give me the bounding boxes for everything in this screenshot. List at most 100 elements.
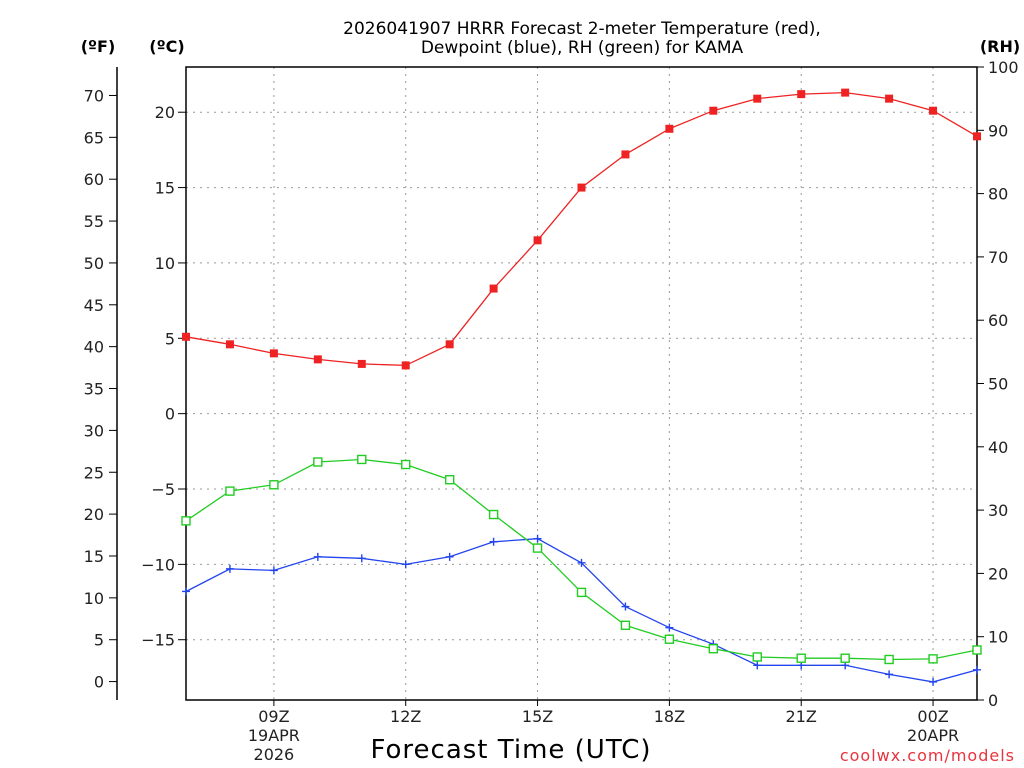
rh-tick-label: 80 (988, 185, 1008, 204)
fahrenheit-tick-label: 35 (84, 380, 104, 399)
celsius-tick-label: −5 (151, 480, 175, 499)
2-meter-temperature-point (621, 150, 630, 159)
dewpoint-point (401, 560, 410, 569)
fahrenheit-tick-label: 55 (84, 212, 104, 231)
dewpoint-point (225, 564, 234, 573)
grid-lines (186, 67, 977, 700)
rh-tick-label: 0 (988, 691, 998, 710)
fahrenheit-tick-label: 25 (84, 463, 104, 482)
celsius-tick-label: −10 (141, 555, 175, 574)
rh-point (532, 543, 543, 553)
x-axis-label: Forecast Time (UTC) (370, 735, 651, 765)
rh-point (928, 654, 938, 664)
fahrenheit-tick-label: 45 (84, 296, 104, 315)
time-tick-label: 20APR (907, 726, 959, 745)
fahrenheit-tick-label: 65 (84, 128, 104, 147)
series-group (181, 88, 982, 686)
dewpoint-point (577, 558, 586, 567)
fahrenheit-tick-label: 5 (94, 631, 104, 650)
fahrenheit-unit-label: (ºF) (81, 37, 116, 56)
rh-tick-label: 20 (988, 564, 1008, 583)
rh-point (884, 654, 894, 665)
rh-unit-label: (RH) (980, 37, 1020, 56)
dewpoint-point (929, 677, 938, 686)
fahrenheit-tick-label: 0 (94, 673, 104, 692)
2-meter-temperature-point (533, 236, 542, 245)
dewpoint-point (489, 537, 498, 546)
time-tick-label: 21Z (786, 707, 817, 726)
rh-point (444, 475, 455, 485)
fahrenheit-tick-label: 30 (84, 421, 104, 440)
fahrenheit-tick-label: 10 (84, 589, 104, 608)
time-tick-label: 18Z (654, 707, 685, 726)
fahrenheit-tick-label: 20 (84, 505, 104, 524)
fahrenheit-tick-label: 70 (84, 86, 104, 105)
rh-axis: 0 10 20 30 40 50 60 70 80 90 100 (977, 58, 1019, 710)
rh-tick-label: 30 (988, 501, 1008, 520)
rh-tick-label: 40 (988, 438, 1008, 457)
source-credit: coolwx.com/models (840, 746, 1015, 765)
2-meter-temperature-point (665, 124, 674, 133)
rh-point (401, 459, 411, 470)
rh-point (225, 486, 235, 496)
dewpoint-point (313, 552, 322, 561)
plot-frame (185, 66, 978, 701)
fahrenheit-tick-label: 50 (84, 254, 104, 273)
chart-title-line-1: 2026041907 HRRR Forecast 2-meter Tempera… (343, 19, 821, 39)
rh-tick-label: 60 (988, 311, 1008, 330)
2-meter-temperature-point (313, 355, 322, 364)
rh-point (840, 653, 850, 663)
fahrenheit-tick-label: 15 (84, 547, 104, 566)
2-meter-temperature-point (709, 106, 718, 115)
time-tick-label: 15Z (522, 707, 553, 726)
rh-tick-label: 90 (988, 121, 1008, 140)
celsius-tick-label: 10 (155, 254, 175, 273)
rh-tick-label: 10 (988, 628, 1008, 647)
rh-point (752, 652, 762, 662)
celsius-tick-label: 15 (155, 179, 175, 198)
rh-point (972, 645, 982, 655)
fahrenheit-axis: 0 5 10 15 20 25 30 35 40 45 50 55 60 65 70 (84, 86, 117, 692)
celsius-tick-label: −15 (141, 631, 175, 650)
2-meter-temperature-line (185, 91, 978, 367)
dewpoint-point (182, 587, 190, 596)
rh-tick-label: 50 (988, 375, 1008, 394)
dewpoint-point (665, 623, 674, 632)
time-tick-label: 12Z (390, 707, 421, 726)
celsius-tick-label: 0 (165, 405, 175, 424)
rh-tick-label: 70 (988, 248, 1008, 267)
dewpoint-point (753, 661, 762, 670)
celsius-unit-label: (ºC) (149, 37, 184, 56)
2-meter-temperature-point (797, 90, 806, 99)
2-meter-temperature-point (885, 94, 894, 103)
rh-point (576, 587, 587, 598)
celsius-tick-label: 5 (165, 329, 175, 348)
rh-point (620, 620, 631, 631)
dewpoint-point (973, 665, 981, 674)
time-tick-label: 2026 (254, 745, 295, 764)
dewpoint-point (621, 602, 630, 611)
dewpoint-point (445, 552, 454, 561)
fahrenheit-tick-label: 60 (84, 170, 104, 189)
rh-point (664, 634, 675, 644)
2-meter-temperature-point (841, 88, 850, 97)
celsius-tick-label: 20 (155, 103, 175, 122)
dewpoint-point (357, 554, 366, 563)
2-meter-temperature-point (929, 106, 938, 115)
2-meter-temperature-point (401, 361, 410, 370)
2-meter-temperature-point (269, 349, 278, 358)
fahrenheit-tick-label: 40 (84, 338, 104, 357)
rh-point (181, 516, 191, 526)
dewpoint-point (885, 670, 894, 679)
rh-point (796, 653, 806, 663)
rh-point (269, 480, 279, 490)
rh-point (313, 457, 323, 467)
2-meter-temperature-point (753, 94, 762, 103)
rh-point (357, 454, 367, 465)
2-meter-temperature-point (489, 284, 498, 293)
2-meter-temperature-point (577, 183, 586, 192)
2-meter-temperature-point (973, 132, 981, 141)
time-tick-label: 00Z (917, 707, 948, 726)
